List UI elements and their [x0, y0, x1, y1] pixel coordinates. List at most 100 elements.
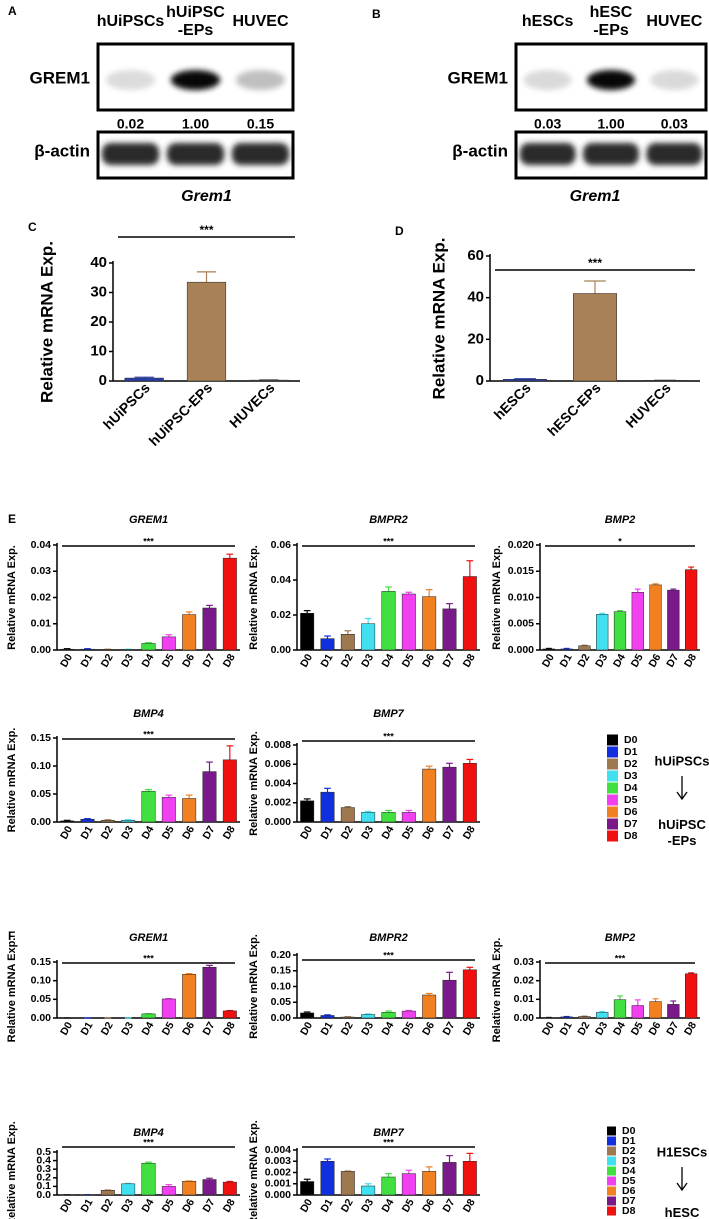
y-tick-label: 0.004	[265, 777, 291, 789]
bar	[649, 584, 662, 651]
x-tick-label: D1	[558, 1020, 575, 1038]
panel-letter: A	[8, 4, 17, 18]
x-tick-label: D8	[461, 824, 478, 842]
y-tick-label: 0.02	[271, 609, 292, 621]
x-tick-label: D0	[58, 1197, 75, 1215]
bar	[361, 1014, 376, 1019]
bar	[401, 1173, 416, 1196]
x-tick-label: D3	[359, 1197, 376, 1215]
y-tick-label: 0.0	[36, 1189, 51, 1201]
x-tick-label: D6	[646, 1020, 663, 1038]
x-tick-label: D6	[420, 824, 437, 842]
y-tick-label: 20	[467, 330, 484, 347]
bar	[422, 768, 437, 823]
x-tick-label: D7	[200, 1020, 217, 1038]
x-tick-label: hESCs	[491, 379, 534, 422]
y-tick-label: 0.005	[508, 618, 534, 630]
y-tick-label: 0.03	[31, 565, 52, 577]
chart-title: BMPR2	[369, 514, 408, 526]
x-tick-label: D5	[160, 1020, 177, 1038]
quant-label: 0.15	[247, 116, 274, 132]
significance-label: ***	[143, 729, 154, 739]
y-axis-label: Relative mRNA Exp.	[6, 1121, 18, 1219]
significance-label: ***	[383, 536, 394, 546]
chart-title: BMP7	[373, 1127, 404, 1139]
legend-label: D0	[624, 734, 638, 746]
x-tick-label: D6	[420, 652, 437, 670]
y-axis-label: Relative mRNA Exp.	[491, 938, 503, 1043]
legend-swatch	[607, 746, 618, 758]
bar	[667, 589, 680, 651]
x-tick-label: D3	[359, 652, 376, 670]
legend-label: D0	[622, 1125, 636, 1137]
bar	[182, 798, 197, 823]
legend-label: D6	[622, 1185, 636, 1197]
bar	[684, 973, 698, 1019]
bar	[222, 557, 237, 651]
y-tick-label: 0.000	[265, 1189, 291, 1201]
grem1-band	[235, 70, 286, 90]
arrow-head	[676, 791, 688, 801]
x-tick-label: D8	[682, 1020, 699, 1038]
y-tick-label: 0.000	[265, 816, 291, 828]
bar	[442, 979, 457, 1019]
y-tick-label: 0	[99, 372, 107, 389]
grem1-band	[586, 70, 636, 90]
legend-to: hUiPSC -EPs	[658, 817, 706, 848]
legend-label: D1	[622, 1135, 636, 1147]
y-tick-label: 0.20	[271, 949, 292, 961]
bar	[182, 974, 197, 1019]
y-tick-label: 0.00	[271, 1012, 292, 1024]
y-tick-label: 0.10	[31, 974, 52, 986]
actin-band	[519, 143, 576, 165]
bar	[667, 1004, 680, 1019]
y-tick-label: 40	[90, 254, 107, 271]
x-tick-label: D0	[58, 652, 75, 670]
y-axis-label: Relative mRNA Exp.	[6, 545, 18, 650]
legend-label: D2	[624, 758, 638, 770]
actin-band	[646, 143, 703, 165]
x-tick-label: D3	[119, 824, 136, 842]
x-tick-label: D2	[339, 1197, 356, 1215]
y-tick-label: 0	[476, 372, 484, 389]
actin-band	[101, 143, 160, 165]
x-tick-label: D7	[200, 1197, 217, 1215]
y-tick-label: 0.3	[36, 1163, 51, 1175]
legend-swatch	[607, 1166, 616, 1176]
bar	[381, 1176, 396, 1196]
legend-swatch	[607, 806, 618, 818]
bar	[442, 766, 457, 823]
bar	[121, 649, 136, 651]
x-tick-label: D1	[78, 1020, 95, 1038]
bar	[340, 1016, 355, 1019]
x-tick-label: D8	[461, 652, 478, 670]
bar	[503, 379, 547, 382]
x-tick-label: D5	[629, 652, 646, 670]
y-tick-label: 0.002	[265, 797, 291, 809]
y-tick-label: 0.10	[31, 760, 52, 772]
bar	[340, 1171, 355, 1196]
x-tick-label: D4	[379, 1020, 396, 1038]
significance-label: ***	[615, 953, 626, 963]
x-tick-label: D0	[298, 824, 315, 842]
y-tick-label: 0.00	[514, 1012, 535, 1024]
x-tick-label: hESC-EPs	[544, 379, 604, 439]
x-tick-label: D0	[298, 1197, 315, 1215]
bar	[121, 820, 136, 823]
actin-band	[231, 143, 290, 165]
legend-swatch	[607, 1186, 616, 1196]
bar	[422, 1171, 437, 1196]
y-axis-label: Relative mRNA Exp.	[248, 545, 260, 650]
y-tick-label: 0.15	[31, 956, 52, 968]
significance-label: ***	[588, 256, 602, 270]
x-tick-label: D1	[78, 652, 95, 670]
bar	[141, 1013, 156, 1019]
chart-title: BMP2	[605, 514, 636, 526]
legend-label: D4	[624, 782, 638, 794]
legend-label: D8	[624, 830, 638, 842]
y-axis-label: Relative mRNA Exp.	[37, 241, 56, 403]
x-tick-label: hUiPSC-EPs	[146, 379, 216, 449]
x-tick-label: D3	[119, 652, 136, 670]
x-tick-label: HUVECs	[226, 379, 278, 431]
y-axis-label: Relative mRNA Exp.	[6, 728, 18, 833]
